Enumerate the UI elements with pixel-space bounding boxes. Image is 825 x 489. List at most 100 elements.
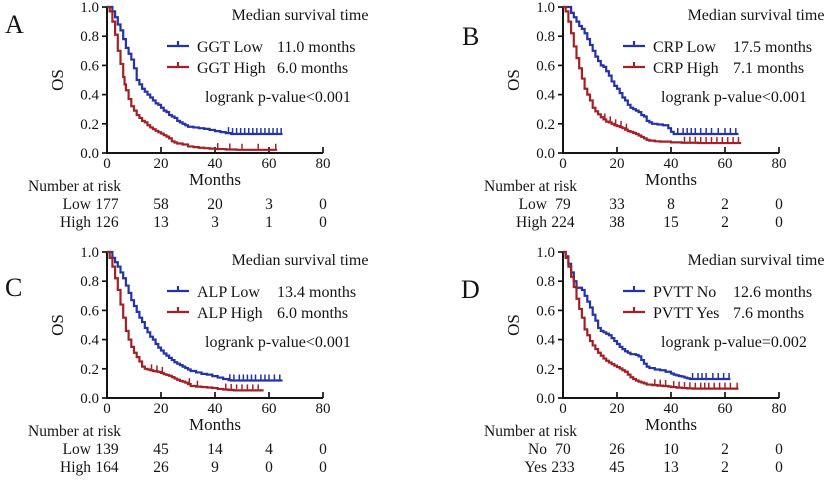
risk-value: 9 <box>211 459 219 476</box>
legend-marker-high-icon <box>167 62 189 69</box>
logrank-pvalue: logrank p-value<0.001 <box>205 334 351 351</box>
y-axis-label: OS <box>48 314 67 336</box>
risk-value: 15 <box>663 214 679 231</box>
panel-label: A <box>5 10 24 39</box>
y-tick-label: 0.6 <box>80 303 99 319</box>
km-chart-b: B OS 0.00.20.40.60.81.00 20 40 60 80 Median … <box>462 0 825 231</box>
legend-series-median: 6.0 months <box>277 305 348 322</box>
risk-value: 126 <box>95 214 119 231</box>
risk-value: 0 <box>775 214 783 231</box>
survival-curve-group1 <box>563 250 731 381</box>
risk-row-label: No <box>528 441 547 458</box>
panel-label: B <box>462 22 479 51</box>
legend-item-low: PVTT No 12.6 months <box>623 284 812 301</box>
risk-value: 20 <box>207 196 223 213</box>
y-tick-label: 0.2 <box>536 362 555 378</box>
legend-series-name: GGT Low <box>197 39 263 56</box>
panel-c: C OS 0.0 0.2 0.4 0.6 0.8 1.0 0 20 40 60 80 Median … <box>0 245 412 489</box>
survival-curves <box>563 5 742 145</box>
risk-value: 2 <box>721 459 729 476</box>
risk-row-label: Low <box>63 441 92 458</box>
legend-series-median: 11.0 months <box>277 39 356 56</box>
risk-value: 4 <box>265 441 273 458</box>
logrank-pvalue: logrank p-value=0.002 <box>661 334 807 351</box>
legend-series-name: PVTT No <box>653 284 716 301</box>
survival-curves <box>563 250 739 390</box>
risk-row-label: Low <box>519 196 548 213</box>
x-tick-label: 60 <box>718 401 733 417</box>
axes: 0.0 0.2 0.4 0.6 0.8 1.0 0 20 40 60 80 <box>80 0 330 172</box>
risk-values: 79 33 8 2 0 224 38 15 2 0 <box>551 196 783 231</box>
risk-value: 10 <box>663 441 679 458</box>
survival-curve-group1 <box>107 5 283 136</box>
x-axis-label: Months <box>645 415 697 434</box>
risk-value: 0 <box>265 459 273 476</box>
legend-title: Median survival time <box>232 7 369 24</box>
y-tick-label: 0.8 <box>536 274 555 290</box>
y-tick-label: 0.2 <box>80 117 99 133</box>
risk-row-label: Low <box>63 196 92 213</box>
x-tick-label: 60 <box>262 156 277 172</box>
risk-value: 70 <box>555 441 571 458</box>
number-at-risk-title: Number at risk <box>484 423 577 440</box>
legend-item-high: ALP High 6.0 months <box>167 305 348 322</box>
x-tick-label: 80 <box>316 401 331 417</box>
x-tick-label: 20 <box>154 156 169 172</box>
legend-title: Median survival time <box>688 252 825 269</box>
number-at-risk-title: Number at risk <box>484 178 577 195</box>
x-tick-label: 60 <box>718 156 733 172</box>
legend-series-name: GGT High <box>197 60 266 77</box>
risk-value: 45 <box>153 441 169 458</box>
x-tick-label: 0 <box>559 401 567 417</box>
risk-value: 177 <box>95 196 119 213</box>
risk-value: 2 <box>721 441 729 458</box>
risk-row-label: High <box>60 214 91 231</box>
y-tick-label: 0.0 <box>80 146 99 162</box>
y-axis-label: OS <box>504 314 523 336</box>
legend-title: Median survival time <box>232 252 369 269</box>
x-tick-label: 40 <box>208 401 223 417</box>
legend-marker-low-icon <box>167 41 189 48</box>
y-tick-label: 0.0 <box>536 391 555 407</box>
panel-label: C <box>5 273 22 302</box>
number-at-risk-title: Number at risk <box>28 178 121 195</box>
y-tick-label: 0.2 <box>536 117 555 133</box>
x-tick-label: 80 <box>772 156 787 172</box>
survival-curve-group1 <box>563 5 739 136</box>
risk-value: 164 <box>95 459 119 476</box>
legend-marker-high-icon <box>167 307 189 314</box>
panel-a: A OS 0.0 0.2 0.4 0.6 0.8 1.0 0 20 40 60 80 Median … <box>0 0 412 244</box>
legend-title: Median survival time <box>688 7 825 24</box>
legend-series-name: CRP Low <box>653 39 716 56</box>
x-tick-label: 40 <box>664 156 679 172</box>
x-tick-label: 40 <box>208 156 223 172</box>
x-tick-label: 20 <box>610 401 625 417</box>
x-tick-label: 40 <box>664 401 679 417</box>
y-tick-label: 0.6 <box>536 303 555 319</box>
risk-value: 3 <box>265 196 273 213</box>
survival-curves <box>107 250 283 392</box>
axes: 0.0 0.2 0.4 0.6 0.8 1.0 0 20 40 60 80 <box>80 245 330 417</box>
risk-value: 33 <box>609 196 625 213</box>
panel-label: D <box>461 275 480 304</box>
risk-value: 1 <box>265 214 273 231</box>
risk-value: 139 <box>95 441 119 458</box>
panel-b: B OS 0.0 0.2 0.4 0.6 0.8 1.0 0 20 40 60 80 Median … <box>413 0 825 244</box>
x-tick-label: 80 <box>316 156 331 172</box>
legend-series-median: 7.1 months <box>733 60 804 77</box>
x-axis-label: Months <box>189 415 241 434</box>
y-tick-label: 0.2 <box>80 362 99 378</box>
legend-series-median: 6.0 months <box>277 60 348 77</box>
y-tick-label: 0.0 <box>536 146 555 162</box>
survival-curve-group2 <box>107 5 278 151</box>
x-tick-label: 0 <box>559 156 567 172</box>
risk-value: 233 <box>551 459 575 476</box>
number-at-risk-title: Number at risk <box>28 423 121 440</box>
risk-value: 0 <box>319 459 327 476</box>
risk-value: 224 <box>551 214 575 231</box>
risk-value: 2 <box>721 214 729 231</box>
risk-value: 13 <box>153 214 169 231</box>
legend-item-high: GGT High 6.0 months <box>167 60 348 77</box>
panel-d: D OS 0.0 0.2 0.4 0.6 0.8 1.0 0 20 40 60 80 Median … <box>413 245 825 489</box>
logrank-pvalue: logrank p-value<0.001 <box>661 89 807 106</box>
